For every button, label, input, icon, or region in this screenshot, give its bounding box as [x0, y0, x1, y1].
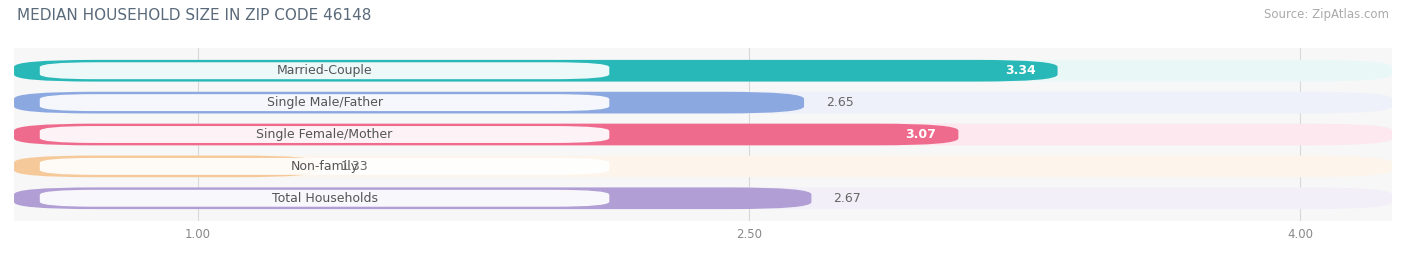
Text: Single Male/Father: Single Male/Father — [267, 96, 382, 109]
Text: 2.65: 2.65 — [827, 96, 853, 109]
FancyBboxPatch shape — [14, 60, 1392, 82]
FancyBboxPatch shape — [14, 187, 1392, 209]
FancyBboxPatch shape — [14, 124, 959, 145]
Text: Non-family: Non-family — [291, 160, 359, 173]
Text: 1.33: 1.33 — [342, 160, 368, 173]
Text: Source: ZipAtlas.com: Source: ZipAtlas.com — [1264, 8, 1389, 21]
FancyBboxPatch shape — [14, 92, 1392, 114]
Text: Married-Couple: Married-Couple — [277, 64, 373, 77]
FancyBboxPatch shape — [39, 190, 609, 207]
Text: 3.07: 3.07 — [905, 128, 936, 141]
Text: 3.34: 3.34 — [1005, 64, 1036, 77]
FancyBboxPatch shape — [39, 126, 609, 143]
FancyBboxPatch shape — [14, 155, 1392, 177]
FancyBboxPatch shape — [39, 62, 609, 79]
FancyBboxPatch shape — [14, 187, 811, 209]
Text: 2.67: 2.67 — [834, 192, 862, 205]
Text: Single Female/Mother: Single Female/Mother — [256, 128, 392, 141]
FancyBboxPatch shape — [14, 60, 1057, 82]
FancyBboxPatch shape — [14, 124, 1392, 145]
FancyBboxPatch shape — [14, 92, 804, 114]
FancyBboxPatch shape — [39, 158, 609, 175]
Text: Total Households: Total Households — [271, 192, 378, 205]
Text: MEDIAN HOUSEHOLD SIZE IN ZIP CODE 46148: MEDIAN HOUSEHOLD SIZE IN ZIP CODE 46148 — [17, 8, 371, 23]
FancyBboxPatch shape — [39, 94, 609, 111]
FancyBboxPatch shape — [14, 155, 319, 177]
